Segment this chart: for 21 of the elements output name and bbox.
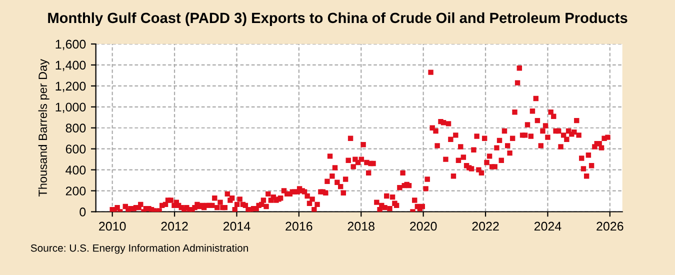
x-tick-label: 2016 [286,222,312,231]
y-tick-label: 1,400 [56,60,86,72]
x-tick-label: 2012 [161,222,188,231]
chart-title: Monthly Gulf Coast (PADD 3) Exports to China of Crude Oil and Petroleum Products [48,12,628,26]
y-tick-label: 0 [80,208,86,216]
y-tick-label: 200 [66,186,86,196]
source-note: Source: U.S. Energy Information Administration [30,244,248,254]
x-tick-label: 2024 [534,222,562,231]
x-tick-label: 2026 [596,222,624,231]
y-axis-title: Thousand Barrels per Day [38,58,50,197]
x-tick-label: 2010 [99,222,126,231]
y-tick-label: 600 [66,144,86,154]
y-tick-label: 1,600 [56,40,86,50]
x-tick-label: 2020 [410,222,437,231]
x-tick-label: 2014 [223,222,250,231]
y-tick-label: 1,000 [56,102,86,114]
x-tick-label: 2022 [472,222,499,231]
y-tick-label: 800 [66,124,86,133]
y-tick-label: 1,200 [56,82,86,92]
y-tick-label: 400 [66,166,86,174]
x-tick-label: 2018 [348,222,374,231]
